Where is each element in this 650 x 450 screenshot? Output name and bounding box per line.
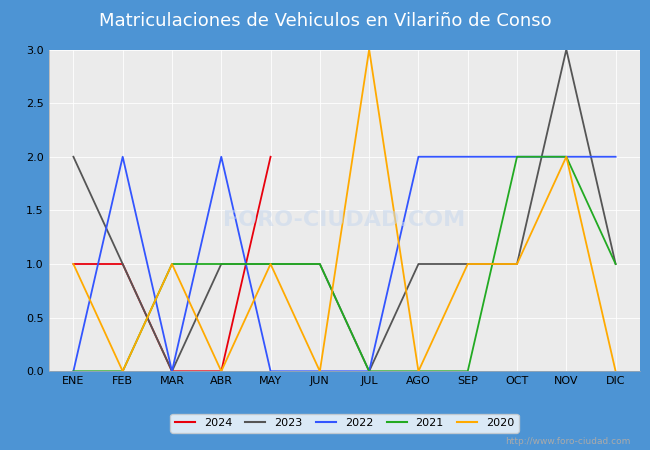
Text: FORO-CIUDAD.COM: FORO-CIUDAD.COM xyxy=(224,210,465,230)
Text: Matriculaciones de Vehiculos en Vilariño de Conso: Matriculaciones de Vehiculos en Vilariño… xyxy=(99,12,551,31)
Text: http://www.foro-ciudad.com: http://www.foro-ciudad.com xyxy=(505,436,630,446)
Legend: 2024, 2023, 2022, 2021, 2020: 2024, 2023, 2022, 2021, 2020 xyxy=(170,414,519,433)
